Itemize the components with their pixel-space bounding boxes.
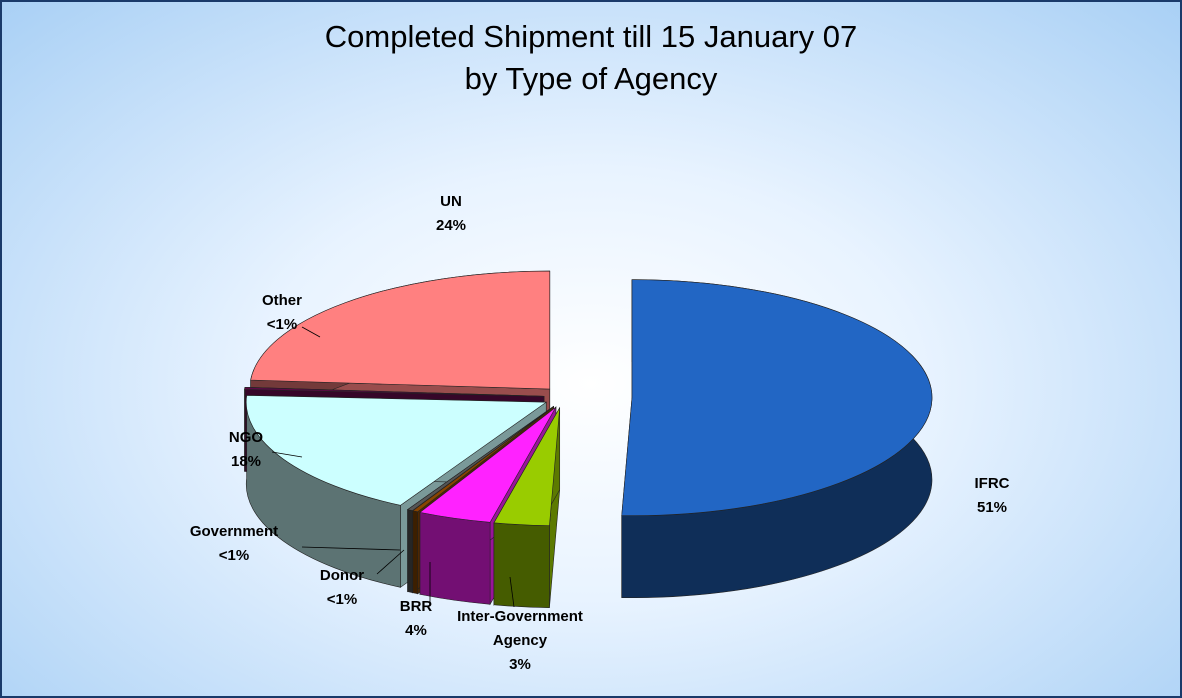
label-name: Other (261, 292, 302, 309)
slice-side (412, 510, 419, 595)
leader-line (301, 546, 401, 551)
slice (244, 386, 545, 397)
data-label: Other <1% (247, 289, 317, 337)
label-value: 24% (435, 217, 467, 234)
slice-side (493, 522, 550, 608)
label-name: Government (189, 523, 279, 540)
slice (419, 406, 557, 523)
title-line: by Type of Agency (464, 61, 718, 96)
label-value: <1% (326, 591, 358, 608)
slice (245, 395, 548, 506)
slice (621, 279, 933, 517)
slice (493, 407, 561, 526)
label-value: 3% (509, 656, 531, 673)
label-value: <1% (266, 316, 298, 333)
label-value: <1% (218, 547, 250, 564)
label-name: BRR (399, 598, 433, 615)
label-name: Donor (319, 567, 365, 584)
leader-line (509, 576, 515, 608)
label-value: 4% (405, 622, 427, 639)
slice (412, 406, 554, 513)
label-value: 18% (230, 453, 262, 470)
data-label: UN 24% (421, 190, 481, 238)
label-name: Inter-Government Agency (457, 608, 583, 649)
title-line: Completed Shipment till 15 January 07 (324, 19, 858, 54)
data-label: Inter-Government Agency 3% (435, 605, 605, 677)
data-label: Donor <1% (307, 564, 377, 612)
label-name: IFRC (974, 475, 1010, 492)
slice (250, 270, 551, 390)
label-name: NGO (228, 429, 264, 446)
leader-line (376, 549, 405, 575)
data-label: BRR 4% (391, 595, 441, 643)
data-label: IFRC 51% (952, 472, 1032, 520)
data-label: NGO 18% (216, 426, 276, 474)
leader-line (301, 326, 321, 338)
leader-line (271, 451, 303, 458)
chart-title: Completed Shipment till 15 January 07 by… (2, 16, 1180, 100)
slice-side (407, 509, 413, 594)
label-name: UN (440, 193, 462, 210)
slice-side (419, 511, 491, 605)
label-value: 51% (976, 499, 1008, 516)
data-label: Government <1% (164, 520, 304, 568)
